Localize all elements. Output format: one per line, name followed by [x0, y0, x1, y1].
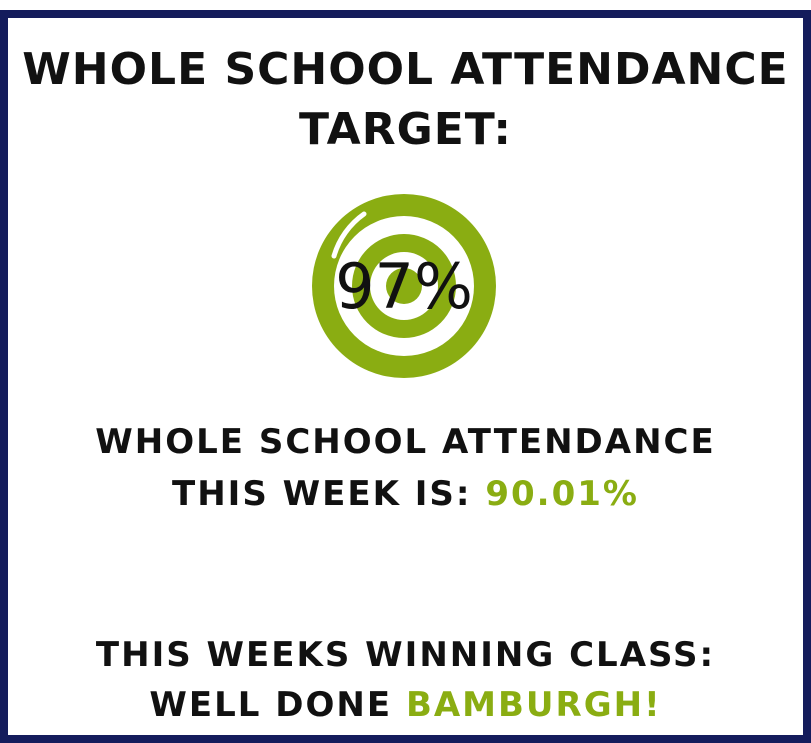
week-value: 90.01% — [485, 474, 639, 514]
title-line: TARGET: — [299, 104, 512, 155]
winner-class: BAMBURGH! — [405, 685, 662, 725]
winner-prefix: WELL DONE — [149, 685, 393, 725]
week-text: WHOLE SCHOOL ATTENDANCE THIS WEEK IS: 90… — [8, 416, 803, 520]
target-icon: 97% — [312, 194, 496, 378]
title: WHOLE SCHOOL ATTENDANCE TARGET: — [8, 40, 803, 160]
winner-line: THIS WEEKS WINNING CLASS: — [95, 635, 716, 675]
winner-text: THIS WEEKS WINNING CLASS: WELL DONE BAMB… — [8, 630, 803, 730]
bullseye — [386, 268, 422, 304]
target-value: 97% — [335, 250, 473, 323]
week-line: THIS WEEK IS: 90.01% — [8, 468, 803, 520]
title-line: WHOLE SCHOOL ATTENDANCE — [22, 44, 789, 95]
week-prefix: THIS WEEK IS: — [172, 474, 472, 514]
frame: WHOLE SCHOOL ATTENDANCE TARGET: 97% WHOL… — [0, 10, 811, 743]
week-line: WHOLE SCHOOL ATTENDANCE — [95, 422, 716, 462]
shine — [331, 211, 367, 259]
winner-line: WELL DONE BAMBURGH! — [8, 680, 803, 730]
